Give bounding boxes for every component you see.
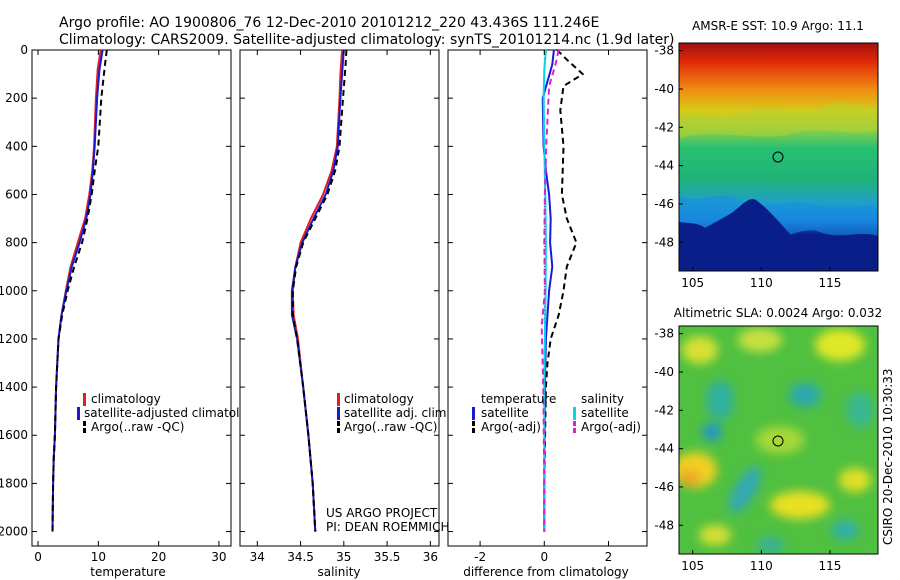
project-credit-line2: PI: DEAN ROEMMICH: [326, 520, 449, 534]
legend-entry: satellite adj. clim.: [344, 406, 450, 420]
sla-map-title: Altimetric SLA: 0.0024 Argo: 0.032: [674, 306, 882, 320]
x-tick-label: 34: [250, 550, 265, 564]
y-tick-label: 1800: [0, 476, 28, 490]
x-tick-label: 34.5: [287, 550, 314, 564]
legend-entry: satellite: [581, 406, 629, 420]
legend-entry: Argo(..raw -QC): [91, 420, 184, 434]
y-tick-label: 0: [20, 43, 28, 57]
x-tick-label: 115: [819, 276, 842, 290]
temperature-panel: 0 10 20 30 0 200 400 600 800 1000 1200 1400 1600 1800…: [0, 43, 262, 579]
y-tick-label: -44: [654, 159, 674, 173]
salinity-legend: climatology satellite adj. clim. Argo(..…: [337, 392, 450, 434]
x-tick-label: 110: [750, 559, 773, 573]
sst-map-title: AMSR-E SST: 10.9 Argo: 11.1: [692, 19, 864, 33]
y-tick-label: 1400: [0, 380, 28, 394]
x-tick-label: 110: [750, 276, 773, 290]
y-tick-label: -48: [654, 518, 674, 532]
y-tick-label: -38: [654, 327, 674, 341]
salinity-panel: 34 34.5 35 35.5 36 salinity climatology sate…: [239, 49, 450, 579]
x-tick-label: 36: [423, 550, 438, 564]
legend-heading-temperature: temperature: [481, 392, 556, 406]
x-tick-label: 20: [151, 550, 166, 564]
argo-float-marker: [772, 151, 784, 163]
legend-entry: Argo(-adj): [581, 420, 641, 434]
figure-title-line2: Climatology: CARS2009. Satellite-adjuste…: [59, 32, 674, 48]
x-tick-label: 2: [605, 550, 613, 564]
legend-entry: satellite-adjusted climatology: [84, 406, 262, 420]
legend-entry: Argo(-adj): [481, 420, 541, 434]
y-tick-label: 200: [5, 91, 28, 105]
y-tick-label: -42: [654, 403, 674, 417]
x-tick-label: 35.5: [374, 550, 401, 564]
y-tick-label: -44: [654, 442, 674, 456]
y-tick-label: -40: [654, 365, 674, 379]
y-tick-label: -40: [654, 82, 674, 96]
x-tick-label: 0: [540, 550, 548, 564]
sla-map: [679, 326, 878, 554]
y-tick-label: 1000: [0, 284, 28, 298]
difference-panel: -2 0 2 difference from climatology tempera…: [447, 49, 648, 579]
legend-entry: satellite: [481, 406, 529, 420]
y-tick-label: 1600: [0, 428, 28, 442]
x-tick-label: 115: [819, 559, 842, 573]
sst-map: [679, 43, 878, 271]
temperature-xlabel: temperature: [90, 565, 165, 579]
y-tick-label: 400: [5, 139, 28, 153]
salinity-xlabel: salinity: [317, 565, 360, 579]
legend-entry: climatology: [344, 392, 414, 406]
x-tick-label: 10: [91, 550, 106, 564]
y-tick-label: -46: [654, 480, 674, 494]
series-line: [540, 49, 560, 532]
x-tick-label: 35: [336, 550, 351, 564]
y-tick-label: 800: [5, 236, 28, 250]
x-tick-label: 105: [681, 559, 704, 573]
x-tick-label: 30: [211, 550, 226, 564]
difference-legend: temperature satellite Argo(-adj) salinit…: [472, 392, 641, 434]
x-tick-label: -2: [474, 550, 486, 564]
y-tick-label: -38: [654, 44, 674, 58]
series-line: [51, 49, 108, 532]
legend-entry: climatology: [91, 392, 161, 406]
legend-heading-salinity: salinity: [581, 392, 624, 406]
legend-entry: Argo(..raw -QC): [344, 420, 437, 434]
series-line: [543, 49, 584, 532]
figure-title-line1: Argo profile: AO 1900806_76 12-Dec-2010 …: [59, 15, 599, 31]
y-tick-label: 600: [5, 187, 28, 201]
y-tick-label: -42: [654, 120, 674, 134]
argo-float-marker: [772, 435, 784, 447]
x-tick-label: 105: [681, 276, 704, 290]
temperature-legend: climatology satellite-adjusted climatolo…: [77, 392, 262, 434]
difference-xlabel: difference from climatology: [463, 565, 629, 579]
series-line: [291, 49, 348, 532]
y-tick-label: -46: [654, 197, 674, 211]
series-line: [51, 49, 104, 532]
y-tick-label: 1200: [0, 332, 28, 346]
project-credit-line1: US ARGO PROJECT: [326, 506, 438, 520]
y-tick-label: 2000: [0, 525, 28, 539]
x-tick-label: 0: [34, 550, 42, 564]
y-tick-label: -48: [654, 235, 674, 249]
timestamp-stamp: CSIRO 20-Dec-2010 10:30:33: [881, 368, 895, 545]
